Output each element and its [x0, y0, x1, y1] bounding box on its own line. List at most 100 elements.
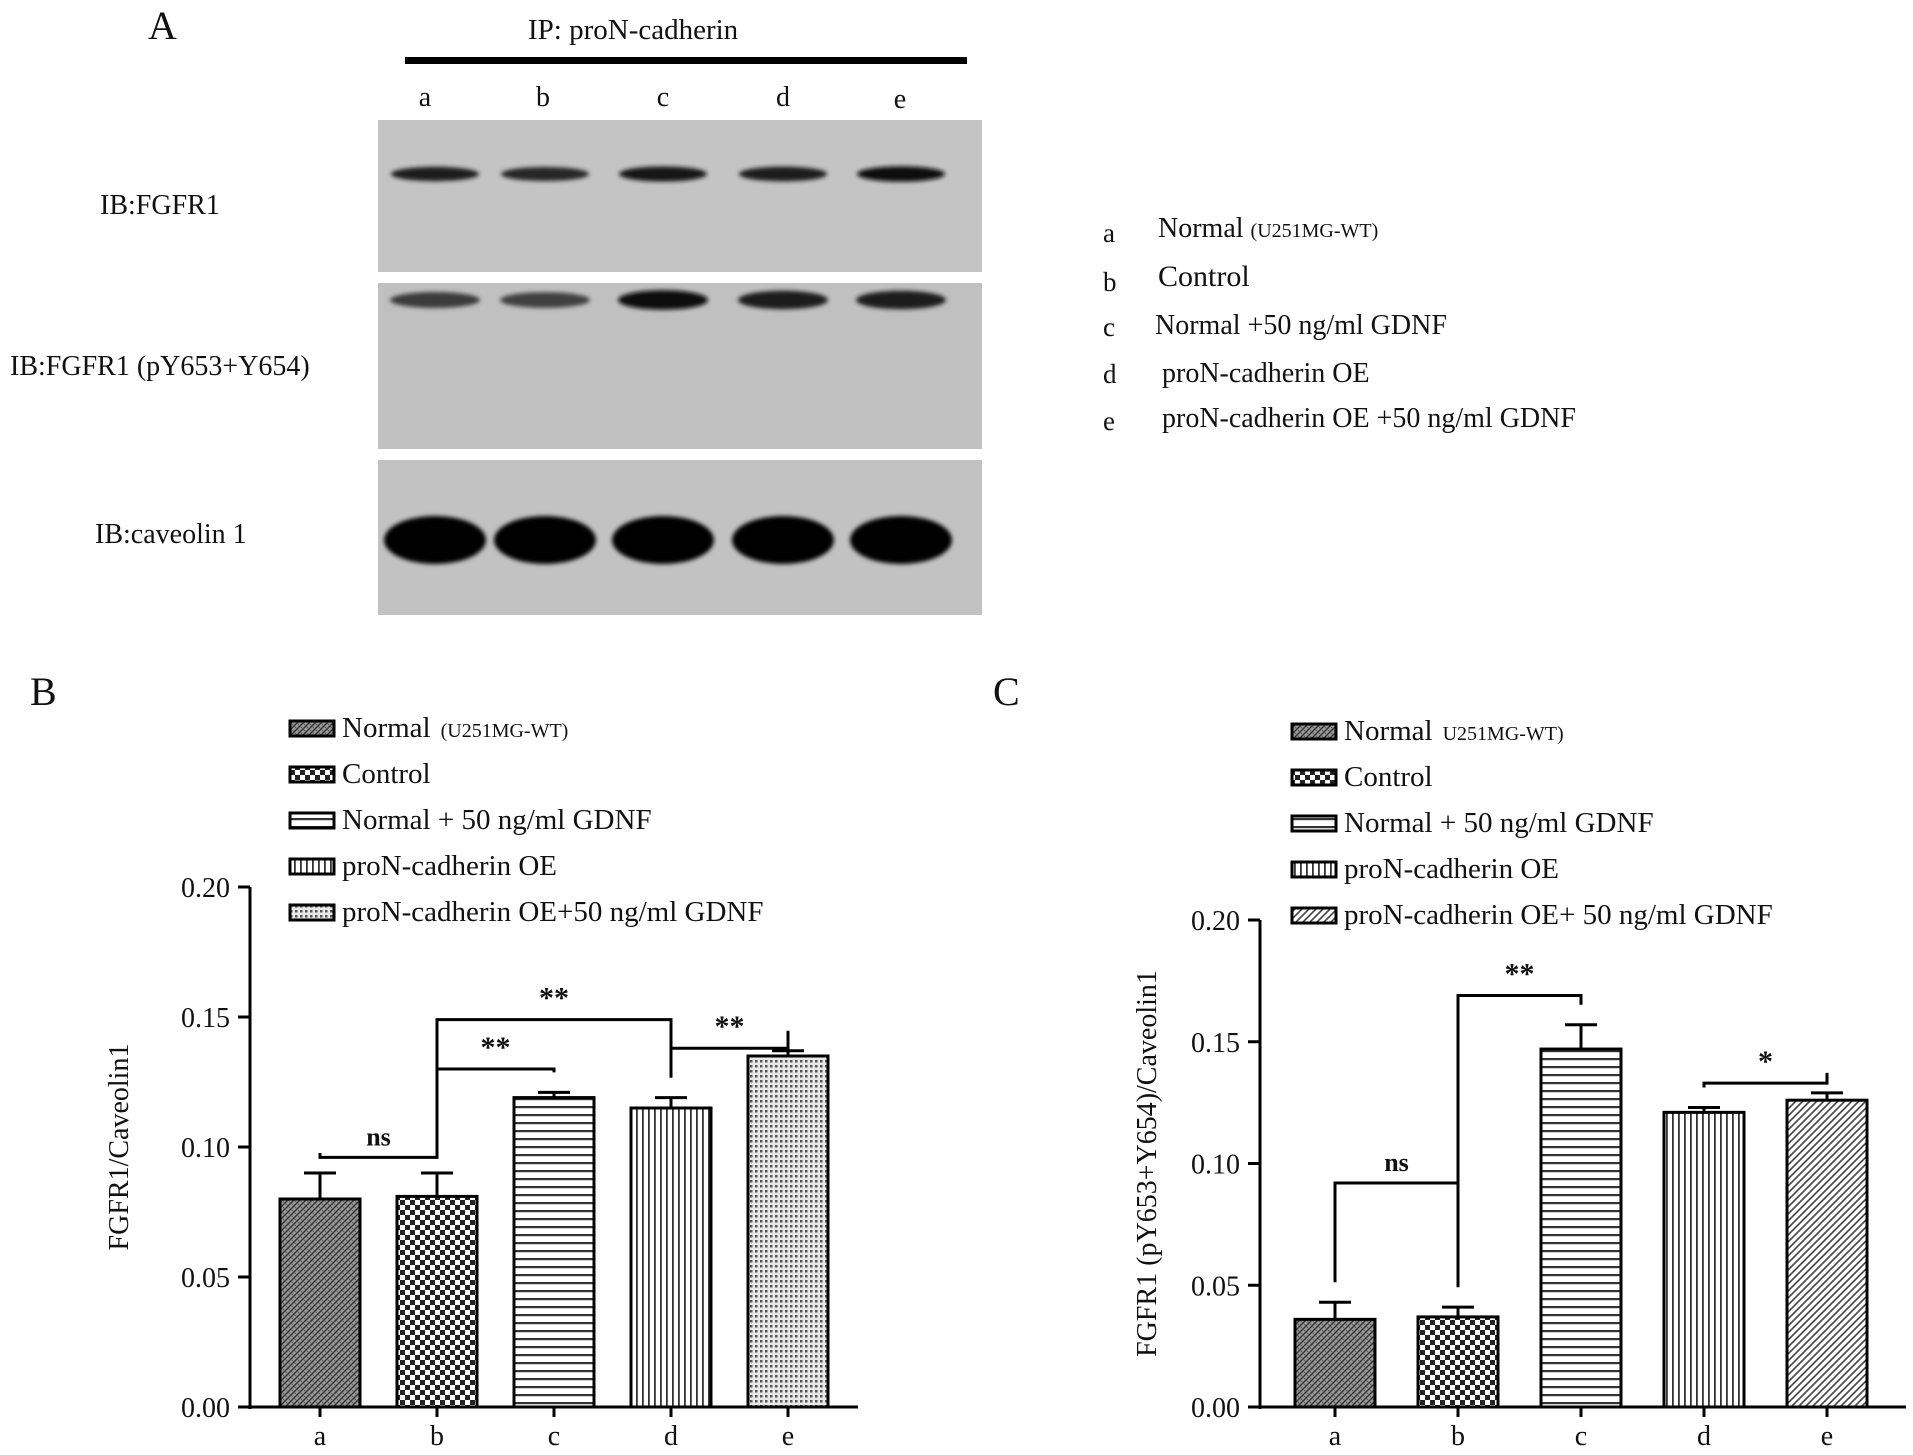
x-tick-label: c [548, 1421, 560, 1452]
legend-label-main: Normal + 50 ng/ml GDNF [1344, 807, 1654, 839]
y-axis-label: FGFR1 (pY653+Y654)/Caveolin1 [1132, 970, 1163, 1357]
significance-label: ** [715, 1010, 745, 1043]
blot-band-1-a [390, 292, 480, 308]
legend-label-small: U251MG-WT) [1443, 723, 1564, 745]
blot-band-1-b [500, 292, 590, 308]
lane-label-c: c [656, 82, 670, 113]
x-tick-label: a [1329, 1421, 1342, 1452]
ip-bar [405, 57, 967, 64]
blot-row-label-fgfr1: IB:FGFR1 [100, 190, 220, 221]
legend-label: Normal + 50 ng/ml GDNF [1344, 807, 1654, 839]
panel-a-letter: A [148, 3, 177, 48]
y-tick-label: 0.00 [1191, 1393, 1240, 1424]
legend-swatch [288, 857, 336, 876]
legend-label-main: Normal [1344, 715, 1433, 747]
legend-swatch [288, 719, 336, 738]
bar-d [629, 1106, 713, 1409]
x-tick-label: e [1821, 1421, 1833, 1452]
blot-band-2-e [850, 516, 952, 564]
key-letter-a: a [1103, 218, 1115, 248]
key-letter-b: b [1103, 267, 1117, 297]
chart-b: 0.00 0.05 0.10 0.15 0.20 FGFR1/Caveolin1 a b c d e… [104, 712, 858, 1452]
y-tick-label: 0.20 [1191, 906, 1240, 937]
y-axis-label: FGFR1/Caveolin1 [104, 1044, 135, 1251]
chart-c: 0.00 0.05 0.10 0.15 0.20 FGFR1 (pY653+Y654)/C… [1132, 715, 1906, 1452]
blot-row-label-pfgfr1: IB:FGFR1 (pY653+Y654) [10, 351, 310, 382]
blot-strip-pfgfr1 [378, 283, 982, 449]
panel-c-letter: C [993, 669, 1020, 714]
significance-bracket [1702, 1072, 1829, 1088]
x-tick-label: d [1697, 1421, 1711, 1452]
blot-band-1-e [856, 290, 946, 310]
legend-swatch [288, 765, 336, 784]
x-tick-label: c [1575, 1421, 1587, 1452]
legend-label: Normal + 50 ng/ml GDNF [342, 804, 652, 836]
legend-label: Normal U251MG-WT) [1344, 715, 1564, 747]
significance-bracket [669, 1030, 790, 1078]
blot-band-0-c [619, 166, 707, 182]
lane-label-b: b [536, 82, 550, 113]
legend-label-main: Normal [342, 712, 431, 744]
legend-label-main: Normal + 50 ng/ml GDNF [342, 804, 652, 836]
blot-band-2-d [732, 516, 834, 564]
key-text-a: Normal (U251MG-WT) [1158, 213, 1378, 245]
significance-label: ns [1384, 1148, 1409, 1177]
legend-swatch [288, 903, 336, 922]
bar-b [395, 1194, 479, 1409]
legend-swatch [1290, 906, 1338, 925]
significance-bracket [1333, 1181, 1460, 1288]
blot-band-1-c [618, 290, 708, 310]
blot-band-0-e [857, 166, 945, 182]
x-tick-label: b [430, 1421, 444, 1452]
significance-label: ** [481, 1031, 511, 1064]
legend-swatch [1290, 768, 1338, 787]
key-text-a-small: (U251MG-WT) [1250, 220, 1379, 242]
lane-label-e: e [893, 84, 907, 115]
blot-band-2-a [384, 516, 486, 564]
legend-label: Control [342, 758, 431, 790]
lane-label-a: a [418, 82, 432, 113]
blot-band-0-a [391, 166, 479, 182]
legend-label-main: proN-cadherin OE [1344, 853, 1559, 885]
bar-c [512, 1096, 596, 1409]
blot-row-label-caveolin: IB:caveolin 1 [95, 519, 247, 550]
y-tick-label: 0.10 [181, 1133, 230, 1164]
x-tick-label: a [314, 1421, 327, 1452]
y-tick-label: 0.05 [181, 1263, 230, 1294]
legend-swatch [1290, 860, 1338, 879]
legend-label-small: (U251MG-WT) [441, 720, 569, 742]
y-tick-label: 0.20 [181, 873, 230, 904]
legend-swatch [1290, 722, 1338, 741]
bar-d [1662, 1110, 1746, 1409]
key-text-e: proN-cadherin OE +50 ng/ml GDNF [1162, 403, 1576, 434]
ip-label: IP: proN-cadherin [528, 14, 739, 46]
legend-label: proN-cadherin OE+ 50 ng/ml GDNF [1344, 899, 1773, 931]
key-letter-c: c [1103, 312, 1115, 342]
bar-e [746, 1054, 830, 1409]
legend-label: proN-cadherin OE [1344, 853, 1559, 885]
bar-c [1539, 1047, 1623, 1409]
key-text-d: proN-cadherin OE [1162, 358, 1370, 389]
significance-label: ** [1505, 957, 1535, 990]
blot-band-2-b [494, 516, 596, 564]
key-text-c: Normal +50 ng/ml GDNF [1155, 310, 1447, 341]
blot-strip-fgfr1 [378, 120, 982, 272]
legend-label-main: Control [1344, 761, 1433, 793]
x-tick-label: d [664, 1421, 678, 1452]
legend-label-main: proN-cadherin OE+ 50 ng/ml GDNF [1344, 899, 1773, 931]
blot-band-1-d [738, 290, 828, 310]
blot-band-0-d [739, 166, 827, 182]
lane-label-d: d [776, 82, 790, 113]
significance-label: ns [366, 1122, 391, 1151]
legend-label: proN-cadherin OE+50 ng/ml GDNF [342, 896, 763, 928]
y-tick-label: 0.05 [1191, 1271, 1240, 1302]
x-tick-label: e [782, 1421, 794, 1452]
legend-swatch [288, 811, 336, 830]
legend-label: Normal (U251MG-WT) [342, 712, 568, 744]
legend-label-main: Control [342, 758, 431, 790]
bar-a [278, 1197, 362, 1409]
legend-label-main: proN-cadherin OE+50 ng/ml GDNF [342, 896, 763, 928]
bar-b [1416, 1315, 1500, 1409]
y-tick-label: 0.15 [1191, 1028, 1240, 1059]
key-letter-e: e [1103, 406, 1115, 436]
